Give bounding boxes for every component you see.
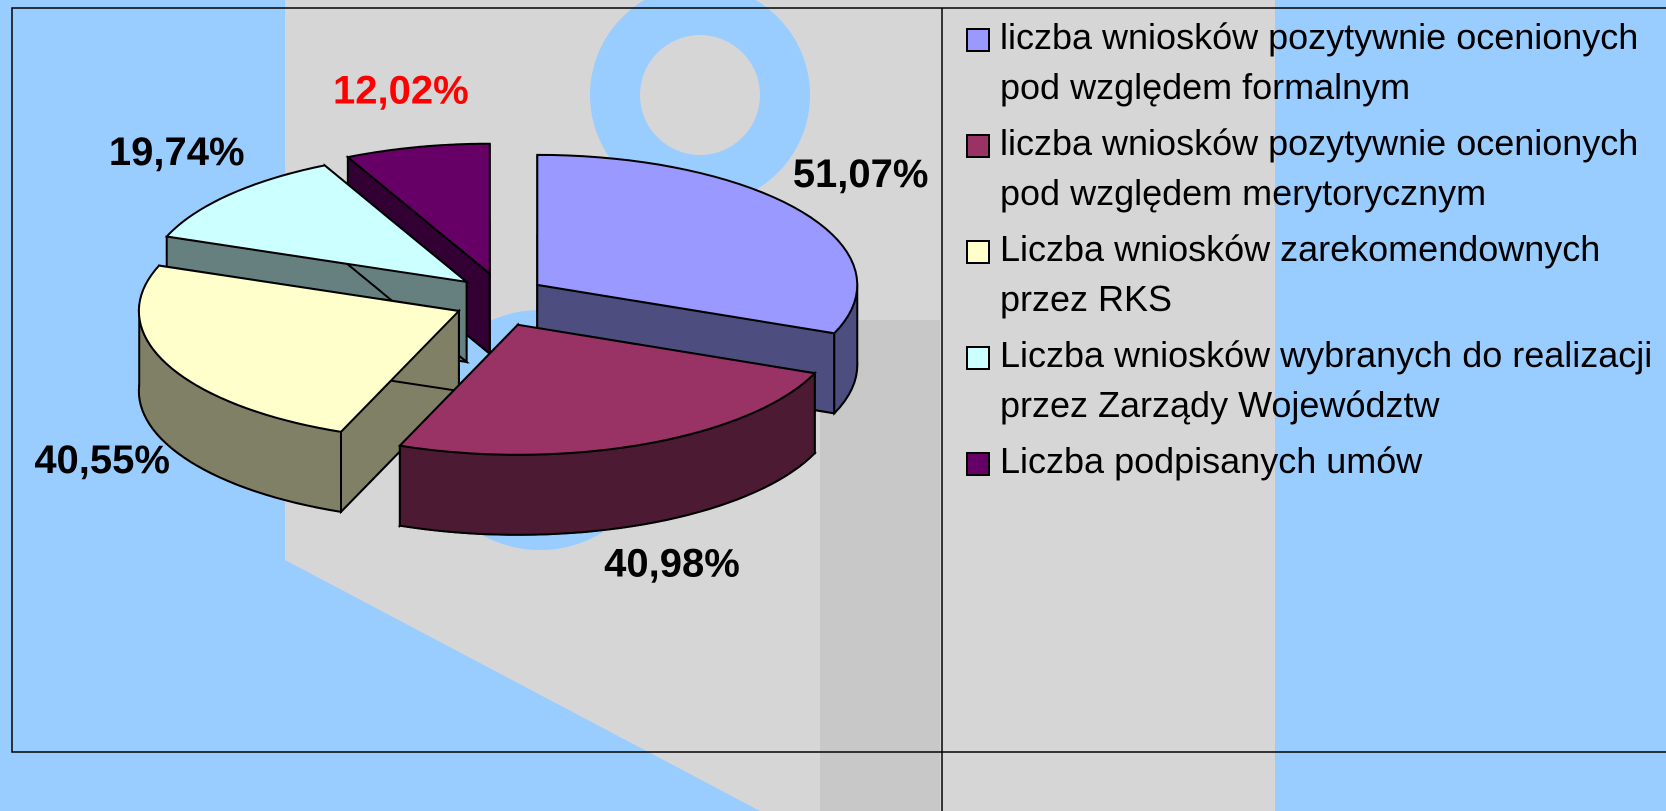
legend-swatch xyxy=(966,452,990,476)
legend-swatch xyxy=(966,346,990,370)
legend-swatch xyxy=(966,134,990,158)
background-shape xyxy=(640,35,760,155)
data-label: 40,98% xyxy=(604,542,740,586)
legend-label: liczba wniosków pozytywnie ocenionych po… xyxy=(1000,12,1666,112)
legend-label: Liczba wniosków zarekomendownych przez R… xyxy=(1000,224,1666,324)
legend-item: liczba wniosków pozytywnie ocenionych po… xyxy=(966,12,1666,112)
legend-item: liczba wniosków pozytywnie ocenionych po… xyxy=(966,118,1666,218)
legend-swatch xyxy=(966,240,990,264)
legend-label: Liczba podpisanych umów xyxy=(1000,436,1422,486)
data-label: 40,55% xyxy=(34,438,170,482)
legend-label: Liczba wniosków wybranych do realizacji … xyxy=(1000,330,1666,430)
page: 12,02% 19,74% 51,07% 40,55% 40,98% liczba wn… xyxy=(0,0,1666,811)
legend-item: Liczba podpisanych umów xyxy=(966,436,1666,486)
data-label: 19,74% xyxy=(109,130,245,174)
data-label: 51,07% xyxy=(793,152,929,196)
legend-label: liczba wniosków pozytywnie ocenionych po… xyxy=(1000,118,1666,218)
legend-swatch xyxy=(966,28,990,52)
legend-item: Liczba wniosków wybranych do realizacji … xyxy=(966,330,1666,430)
data-label: 12,02% xyxy=(333,68,469,112)
legend-item: Liczba wniosków zarekomendownych przez R… xyxy=(966,224,1666,324)
legend: liczba wniosków pozytywnie ocenionych po… xyxy=(966,12,1666,492)
